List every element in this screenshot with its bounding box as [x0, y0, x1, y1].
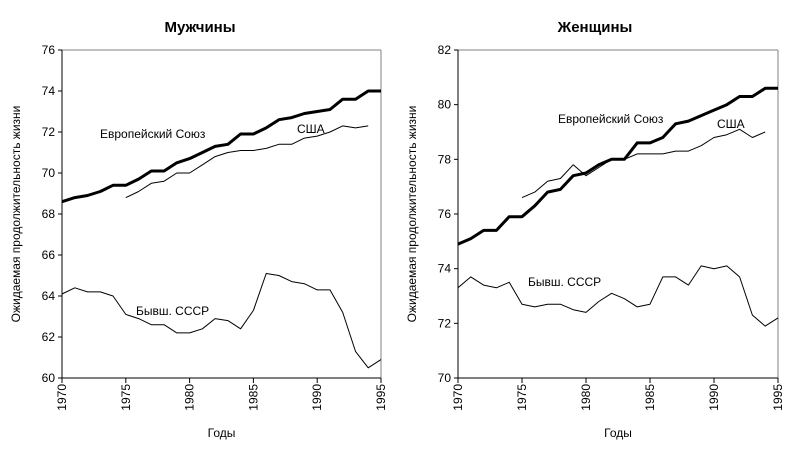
series-label: Европейский Союз [558, 112, 664, 126]
y-tick-label: 80 [438, 98, 452, 112]
y-tick-label: 74 [438, 262, 452, 276]
x-tick-label: 1995 [374, 384, 388, 411]
y-tick-label: 78 [438, 152, 452, 166]
x-tick-label: 1990 [310, 384, 324, 411]
x-tick-label: 1985 [246, 384, 260, 411]
y-tick-label: 66 [42, 248, 56, 262]
x-tick-label: 1980 [183, 384, 197, 411]
series-line-1 [521, 128, 766, 199]
y-tick-label: 68 [42, 207, 56, 221]
chart-panel-1: Женщины 70 72 74 76 78 80 82 1970 1975 1980 1985 199… [405, 19, 785, 440]
y-tick-label: 60 [42, 371, 56, 385]
y-tick-label: 76 [438, 207, 452, 221]
x-tick-label: 1975 [119, 384, 133, 411]
x-tick-label: 1995 [771, 384, 785, 411]
series-label: Бывш. СССР [136, 304, 209, 318]
y-tick-label: 82 [438, 43, 452, 57]
series-line-2 [457, 265, 779, 327]
y-tick-label: 70 [42, 166, 56, 180]
y-axis-label: Ожидаемая продолжительность жизни [405, 106, 419, 323]
series-label: США [717, 117, 745, 131]
series-line-2 [61, 273, 382, 369]
y-axis-label: Ожидаемая продолжительность жизни [9, 106, 23, 323]
x-tick-label: 1980 [579, 384, 593, 411]
series-label: США [297, 122, 325, 136]
chart-title: Женщины [557, 19, 633, 36]
y-tick-label: 72 [42, 125, 56, 139]
x-tick-label: 1975 [515, 384, 529, 411]
chart-panel-0: Мужчины 60 62 64 66 68 70 72 74 76 1970 1975 1980 198… [9, 19, 388, 440]
chart-title: Мужчины [164, 19, 235, 36]
series-line-1 [125, 125, 369, 199]
series-label: Европейский Союз [100, 127, 206, 141]
series-line-0 [61, 89, 381, 204]
y-tick-label: 74 [42, 84, 56, 98]
x-tick-label: 1985 [643, 384, 657, 411]
y-tick-label: 72 [438, 316, 452, 330]
y-tick-label: 76 [42, 43, 56, 57]
x-tick-label: 1970 [55, 384, 69, 411]
x-axis-label: Годы [604, 426, 632, 440]
y-tick-label: 70 [438, 371, 452, 385]
y-tick-label: 62 [42, 330, 56, 344]
x-axis-label: Годы [208, 426, 236, 440]
series-label: Бывш. СССР [528, 275, 601, 289]
x-tick-label: 1990 [707, 384, 721, 411]
x-tick-label: 1970 [451, 384, 465, 411]
y-tick-label: 64 [42, 289, 56, 303]
